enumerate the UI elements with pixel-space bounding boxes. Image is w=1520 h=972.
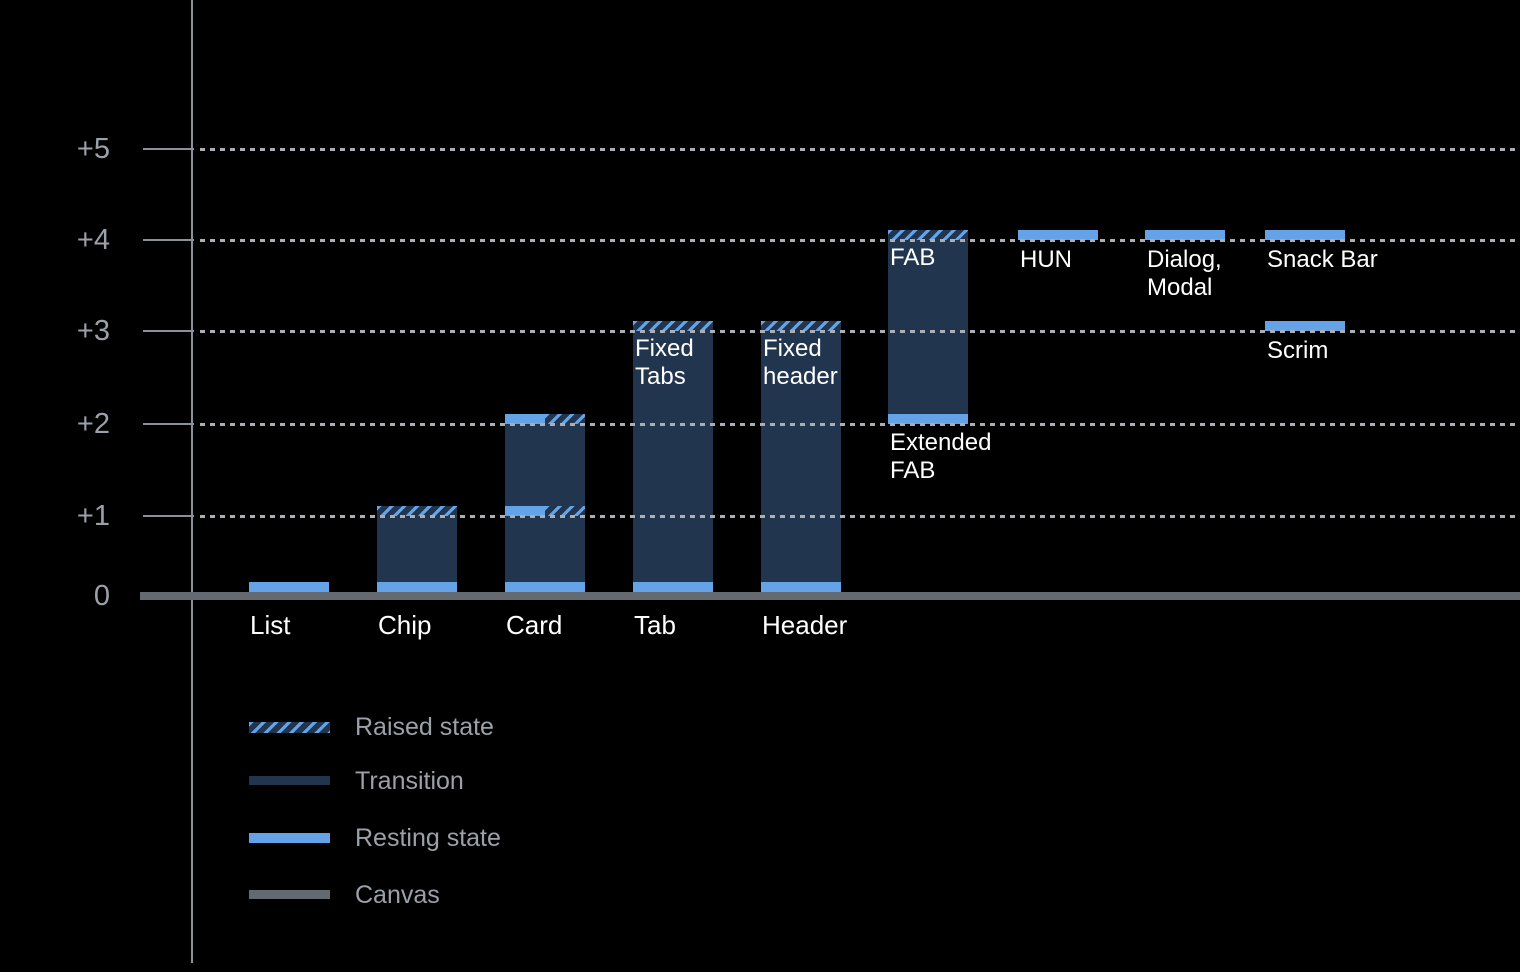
bar-caption-line: Dialog,: [1147, 246, 1222, 273]
bar-caption: FAB: [890, 244, 935, 272]
legend-label-resting: Resting state: [355, 824, 501, 852]
y-tick: [143, 330, 194, 332]
transition-segment: [377, 516, 457, 592]
bar-caption-line: Modal: [1147, 274, 1213, 301]
resting-band: [505, 506, 545, 516]
resting-band: [505, 582, 585, 592]
y-tick: [143, 423, 194, 425]
y-tick-label: 0: [93, 580, 110, 612]
resting-band: [505, 414, 545, 424]
y-tick-label: +2: [76, 408, 110, 440]
x-axis-label: List: [250, 610, 291, 640]
x-axis-label: Card: [506, 610, 563, 640]
resting-band: [1145, 230, 1225, 240]
transition-segment: [761, 331, 841, 592]
raised-band: [761, 321, 841, 331]
bar-caption: Fixed Tabs: [635, 335, 694, 391]
bar-caption: Fixed header: [763, 335, 838, 391]
bar-caption: HUN: [1020, 246, 1072, 274]
legend-label-raised: Raised state: [355, 713, 494, 741]
x-axis-label: Chip: [378, 610, 432, 640]
bar-caption: Extended FAB: [890, 429, 991, 485]
gridline: [200, 239, 1520, 242]
y-tick-label: +4: [76, 224, 110, 256]
resting-band: [377, 582, 457, 592]
resting-band: [1018, 230, 1098, 240]
y-axis-line: [191, 0, 193, 963]
resting-band: [633, 582, 713, 592]
bar-caption-line: header: [763, 363, 838, 390]
resting-band: [888, 414, 968, 424]
transition-segment: [633, 331, 713, 592]
gridline: [200, 148, 1520, 151]
bar-caption-line: FAB: [890, 244, 936, 271]
legend-label-transition: Transition: [355, 767, 464, 795]
bar-caption-line: Fixed: [635, 335, 694, 362]
legend-swatch-canvas: [249, 890, 330, 899]
y-tick-label: +3: [76, 315, 110, 347]
legend-swatch-transition: [249, 776, 330, 785]
y-tick: [143, 148, 194, 150]
resting-band: [1265, 321, 1345, 331]
canvas-line: [140, 592, 1520, 600]
resting-band: [249, 582, 329, 592]
y-tick-label: +1: [76, 500, 110, 532]
bar-caption: Scrim: [1267, 337, 1328, 365]
bar-caption-line: Fixed: [763, 335, 822, 362]
gridline: [200, 423, 1520, 426]
x-axis-label: Tab: [634, 610, 676, 640]
bar-caption-line: FAB: [890, 457, 936, 484]
y-tick-label: +5: [76, 133, 110, 165]
bar-caption: Dialog, Modal: [1147, 246, 1222, 302]
bar-caption-line: HUN: [1020, 246, 1072, 273]
resting-band: [1265, 230, 1345, 240]
raised-band: [545, 414, 585, 424]
legend-label-canvas: Canvas: [355, 881, 440, 909]
y-tick: [143, 239, 194, 241]
legend-swatch-resting: [249, 833, 330, 843]
gridline: [200, 330, 1520, 333]
raised-band: [633, 321, 713, 331]
x-axis-label: Header: [762, 610, 848, 640]
raised-band: [545, 506, 585, 516]
raised-band: [888, 230, 968, 240]
bar-caption-line: Scrim: [1267, 337, 1329, 364]
bar-caption-line: Tabs: [635, 363, 686, 390]
bar-caption-line: Snack Bar: [1267, 246, 1378, 273]
bar-caption: Snack Bar: [1267, 246, 1378, 274]
y-tick: [143, 515, 194, 517]
gridline: [200, 515, 1520, 518]
bar-caption-line: Extended: [890, 429, 992, 456]
legend-swatch-raised: [249, 722, 330, 733]
raised-band: [377, 506, 457, 516]
resting-band: [761, 582, 841, 592]
